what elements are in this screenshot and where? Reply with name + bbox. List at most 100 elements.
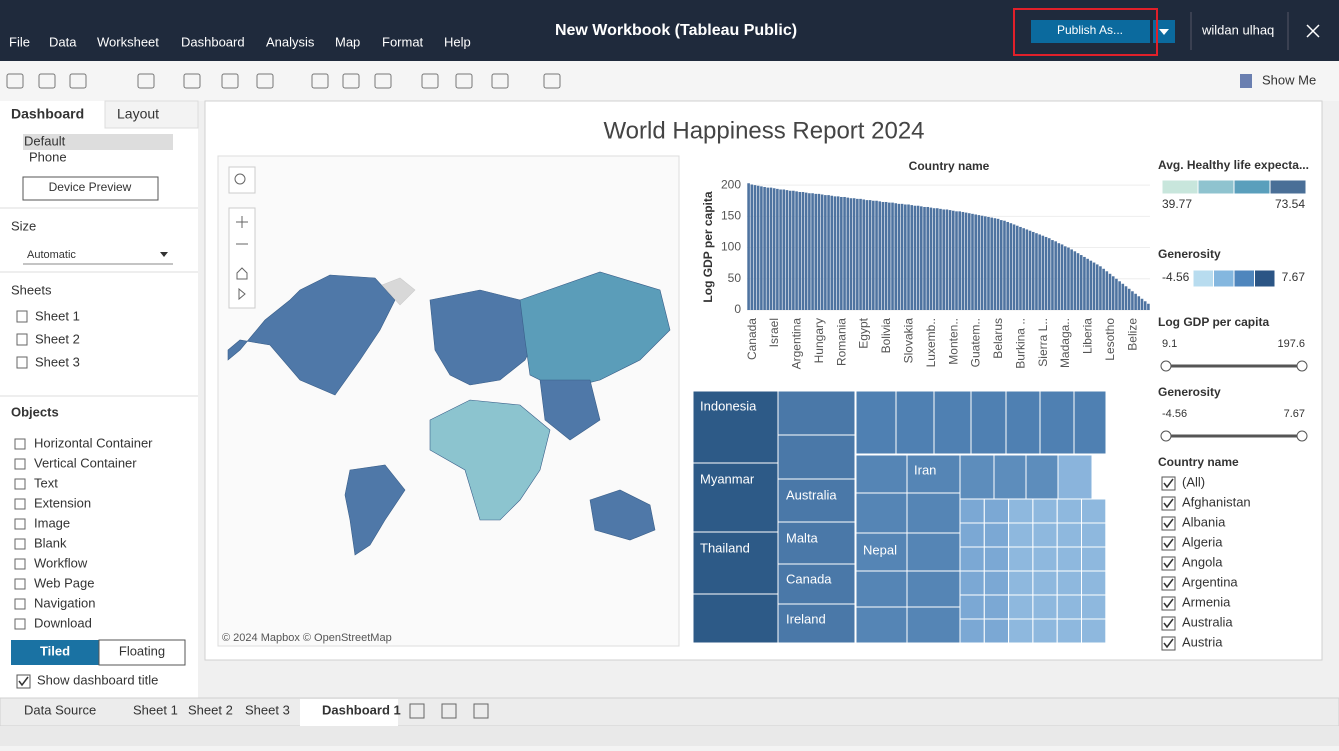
map-search[interactable] [228,166,256,194]
sheet-tab[interactable]: Data Source [24,702,96,717]
slider-handle[interactable] [1160,360,1172,372]
menu-item[interactable]: Dashboard [181,34,245,49]
object-item[interactable]: Text [34,475,58,490]
toolbar-icon[interactable] [342,73,360,89]
toolbar-icon[interactable] [543,73,561,89]
toolbar-icon[interactable] [38,73,56,89]
sheet-tab[interactable]: Dashboard 1 [322,702,401,717]
bar [1147,303,1150,310]
toolbar-icon[interactable] [69,73,87,89]
filter-item[interactable]: (All) [1182,474,1205,489]
menu-item[interactable]: File [9,34,30,49]
treemap-cell [1081,546,1107,572]
highlight-box [1013,8,1158,56]
sheet-tab[interactable]: Sheet 3 [245,702,290,717]
bar [808,193,811,310]
menu-item[interactable]: Worksheet [97,34,159,49]
sheet-tab[interactable]: Sheet 1 [133,702,178,717]
filter-item[interactable]: Austria [1182,634,1223,649]
x-tick-label: Sierra L.. [1036,318,1050,367]
object-item[interactable]: Workflow [34,555,88,570]
toolbar-icon[interactable] [455,73,473,89]
new-tab-icon[interactable] [409,703,425,719]
sheet-item[interactable]: Sheet 3 [35,354,80,369]
panel-tab[interactable]: Dashboard [11,106,84,122]
bar [974,214,977,310]
device-option[interactable]: Phone [29,149,67,164]
publish-button-bg[interactable] [1031,20,1150,43]
bar [1086,258,1089,310]
filter-item[interactable]: Albania [1182,514,1226,529]
toolbar-icon[interactable] [421,73,439,89]
toolbar-icon[interactable] [6,73,24,89]
bar [897,203,901,310]
menu-item[interactable]: Format [382,34,424,49]
mode-floating[interactable] [98,639,186,666]
treemap-cell [1056,594,1082,620]
device-option[interactable]: Default [24,133,66,148]
new-tab-icon[interactable] [441,703,457,719]
treemap-cell [983,522,1010,548]
treemap-cell [895,390,935,455]
close-button[interactable] [1306,24,1320,38]
filter-item[interactable]: Afghanistan [1182,494,1251,509]
bar [948,210,952,310]
publish-button[interactable]: Publish As... [1057,23,1123,37]
sheet-item[interactable]: Sheet 2 [35,331,80,346]
new-tab-icon[interactable] [473,703,489,719]
sheet-item[interactable]: Sheet 1 [35,308,80,323]
toolbar-icon[interactable] [374,73,392,89]
toolbar-icon[interactable] [221,73,239,89]
y-tick-label: 150 [721,209,741,223]
filter-item[interactable]: Argentina [1182,574,1238,589]
bar [1073,251,1077,310]
menu-item[interactable]: Map [335,34,360,49]
toolbar-icon[interactable] [183,73,201,89]
toolbar-icon[interactable] [311,73,329,89]
treemap-cell [959,522,985,548]
bar [1060,244,1064,310]
treemap-cell [1056,498,1082,524]
toolbar-icon[interactable] [256,73,274,89]
filter-item[interactable]: Armenia [1182,594,1231,609]
menu-item[interactable]: Analysis [266,34,315,49]
size-select[interactable]: Automatic [27,249,76,261]
bar [1095,264,1099,310]
object-item[interactable]: Web Page [34,575,94,590]
toolbar-icon[interactable] [137,73,155,89]
bar [900,203,904,310]
slider-handle[interactable] [1160,430,1172,442]
filter-item[interactable]: Angola [1182,554,1223,569]
object-item[interactable]: Extension [34,495,91,510]
object-item[interactable]: Blank [34,535,67,550]
y-tick-label: 50 [728,271,742,285]
slider-handle[interactable] [1296,430,1308,442]
bar [1006,221,1009,310]
legend-title: Avg. Healthy life expecta... [1158,158,1309,172]
object-item[interactable]: Vertical Container [34,455,137,470]
filter-item[interactable]: Australia [1182,614,1233,629]
legend-min: 39.77 [1162,197,1192,211]
filter-item[interactable]: Algeria [1182,534,1223,549]
treemap-label: Ireland [786,611,826,626]
show-me-icon[interactable] [1240,74,1252,88]
show-me[interactable]: Show Me [1262,72,1316,87]
menu-item[interactable]: Help [444,34,471,49]
panel-tab[interactable]: Layout [117,106,159,122]
mode-tiled[interactable] [11,640,99,665]
treemap-cell [777,563,856,605]
object-item[interactable]: Download [34,615,92,630]
slider-handle[interactable] [1296,360,1308,372]
user-name[interactable]: wildan ulhaq [1201,22,1274,37]
object-item[interactable]: Navigation [34,595,95,610]
treemap-cell [933,390,972,455]
sheet-tab[interactable]: Sheet 2 [188,702,233,717]
toolbar-icon[interactable] [491,73,509,89]
checkmark [1163,498,1174,509]
object-item[interactable]: Image [34,515,70,530]
menu-item[interactable]: Data [49,34,77,49]
button[interactable] [22,176,159,201]
bar [1054,241,1057,310]
treemap-label: Myanmar [700,471,755,486]
object-item[interactable]: Horizontal Container [34,435,153,450]
